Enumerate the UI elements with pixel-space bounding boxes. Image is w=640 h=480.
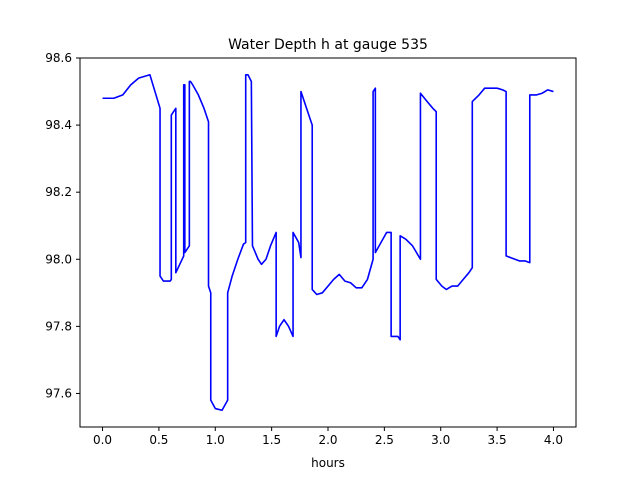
y-axis: 97.6 97.8 98.0 98.2 98.4 98.6: [45, 51, 80, 400]
x-tick-label: 2.5: [375, 433, 394, 447]
y-tick-label: 98.2: [45, 185, 72, 199]
y-tick-label: 98.6: [45, 51, 72, 65]
x-tick-label: 1.5: [262, 433, 281, 447]
x-tick-label: 2.0: [318, 433, 337, 447]
x-axis: 0.0 0.5 1.0 1.5 2.0 2.5 3.0 3.5 4.0: [93, 427, 563, 447]
chart-title: Water Depth h at gauge 535: [228, 37, 428, 53]
y-tick-label: 98.4: [45, 118, 72, 132]
series-line-0: [102, 73, 554, 412]
x-tick-label: 1.0: [206, 433, 225, 447]
y-tick-label: 97.8: [45, 319, 72, 333]
x-tick-label: 0.0: [93, 433, 112, 447]
y-tick-label: 98.0: [45, 252, 72, 266]
x-tick-label: 0.5: [149, 433, 168, 447]
x-tick-label: 4.0: [544, 433, 563, 447]
x-axis-label: hours: [311, 456, 345, 470]
x-tick-label: 3.0: [431, 433, 450, 447]
y-tick-label: 97.6: [45, 386, 72, 400]
x-tick-label: 3.5: [488, 433, 507, 447]
